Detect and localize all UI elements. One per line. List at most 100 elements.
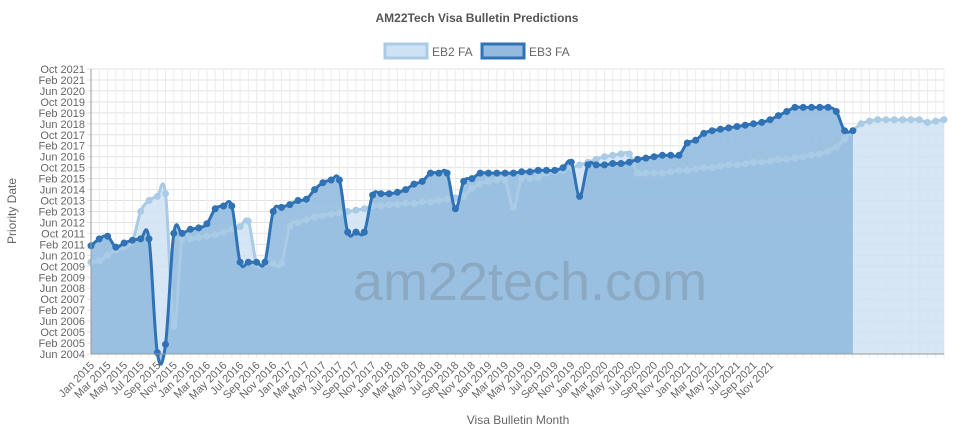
data-point-eb2 — [625, 150, 633, 158]
data-point-eb2 — [236, 223, 244, 231]
data-point-eb3 — [435, 169, 443, 177]
data-point-eb2 — [493, 176, 501, 184]
legend[interactable]: EB2 FA EB3 FA — [383, 42, 570, 60]
data-point-eb3 — [360, 228, 368, 236]
data-point-eb2 — [302, 216, 310, 224]
data-point-eb3 — [145, 235, 153, 243]
data-point-eb2 — [534, 173, 542, 181]
data-point-eb3 — [501, 169, 509, 177]
data-point-eb3 — [170, 229, 178, 237]
data-point-eb3 — [799, 103, 807, 111]
legend-label-eb2: EB2 FA — [432, 45, 473, 59]
data-point-eb3 — [650, 153, 658, 161]
data-point-eb2 — [244, 217, 252, 225]
data-point-eb2 — [816, 150, 824, 158]
data-point-eb3 — [567, 158, 575, 166]
data-point-eb2 — [808, 151, 815, 159]
data-point-eb2 — [153, 192, 161, 200]
data-point-eb2 — [683, 166, 691, 174]
data-point-eb2 — [642, 169, 650, 177]
data-point-eb2 — [294, 219, 302, 226]
data-point-eb2 — [195, 234, 203, 241]
legend-item-eb3[interactable]: EB3 FA — [480, 42, 570, 60]
data-point-eb2 — [327, 210, 335, 218]
data-point-eb2 — [708, 164, 716, 172]
data-point-eb3 — [551, 166, 559, 174]
data-point-eb2 — [286, 223, 294, 231]
data-point-eb3 — [468, 175, 476, 183]
data-point-eb2 — [725, 161, 733, 169]
data-point-eb2 — [95, 257, 103, 265]
y-tick-label: Feb 2009 — [39, 272, 85, 284]
y-tick-label: Jun 2006 — [40, 316, 85, 328]
data-point-eb2 — [832, 143, 840, 151]
data-point-eb3 — [601, 161, 608, 169]
data-point-eb3 — [849, 127, 857, 135]
data-point-eb2 — [518, 175, 526, 183]
data-point-eb3 — [153, 349, 161, 357]
y-tick-label: Oct 2015 — [40, 163, 85, 175]
data-point-eb2 — [104, 251, 112, 259]
data-point-eb2 — [866, 117, 873, 125]
data-point-eb2 — [609, 151, 617, 159]
data-point-eb2 — [882, 116, 890, 124]
data-point-eb2 — [402, 199, 410, 207]
data-point-eb2 — [485, 177, 492, 185]
data-point-eb3 — [120, 239, 128, 247]
y-tick-label: Jun 2018 — [40, 119, 85, 131]
data-point-eb3 — [352, 228, 360, 236]
data-point-eb2 — [774, 155, 782, 163]
data-point-eb3 — [460, 177, 468, 185]
y-tick-label: Jun 2004 — [40, 349, 85, 361]
y-tick-label: Jun 2014 — [40, 185, 85, 197]
data-point-eb2 — [824, 147, 832, 155]
data-point-eb3 — [617, 160, 625, 167]
data-point-eb3 — [344, 228, 352, 236]
data-point-eb3 — [128, 236, 136, 244]
data-point-eb2 — [899, 116, 907, 124]
data-point-eb3 — [476, 169, 484, 177]
y-tick-label: Feb 2017 — [39, 141, 85, 153]
y-tick-label: Feb 2015 — [39, 174, 85, 186]
y-tick-label: Oct 2021 — [40, 64, 85, 76]
data-point-eb2 — [427, 198, 434, 206]
data-point-eb2 — [932, 117, 940, 125]
data-point-eb2 — [716, 162, 724, 170]
y-tick-label: Feb 2019 — [39, 108, 85, 120]
data-point-eb2 — [940, 116, 948, 124]
data-point-eb3 — [162, 340, 169, 348]
data-point-eb3 — [750, 120, 757, 128]
data-point-eb2 — [890, 116, 898, 124]
data-point-eb3 — [327, 176, 335, 184]
data-point-eb2 — [385, 201, 393, 209]
data-point-eb2 — [211, 231, 219, 239]
data-point-eb2 — [791, 154, 799, 162]
legend-item-eb2[interactable]: EB2 FA — [383, 42, 473, 60]
data-point-eb3 — [278, 203, 285, 211]
data-point-eb2 — [468, 184, 476, 192]
data-point-eb3 — [203, 220, 211, 228]
data-point-eb3 — [584, 161, 592, 169]
data-point-eb3 — [493, 169, 501, 177]
data-point-eb3 — [269, 208, 277, 215]
data-point-eb3 — [137, 235, 145, 243]
y-tick-label: Oct 2017 — [40, 130, 85, 142]
data-point-eb3 — [335, 176, 343, 184]
data-point-eb2 — [617, 150, 625, 158]
data-point-eb3 — [195, 224, 203, 232]
data-point-eb2 — [692, 165, 700, 173]
data-point-eb2 — [311, 213, 319, 221]
data-point-eb3 — [211, 205, 219, 213]
data-point-eb2 — [667, 168, 675, 176]
data-point-eb3 — [443, 169, 451, 177]
data-point-eb3 — [832, 108, 840, 115]
data-point-eb3 — [625, 158, 633, 166]
data-point-eb3 — [725, 124, 733, 132]
data-point-eb3 — [741, 121, 749, 129]
data-point-eb2 — [501, 176, 509, 184]
data-point-eb3 — [178, 229, 186, 237]
data-point-eb2 — [443, 195, 451, 203]
y-tick-label: Jun 2010 — [40, 250, 85, 262]
y-tick-label: Feb 2013 — [39, 207, 85, 219]
data-point-eb3 — [766, 116, 774, 124]
